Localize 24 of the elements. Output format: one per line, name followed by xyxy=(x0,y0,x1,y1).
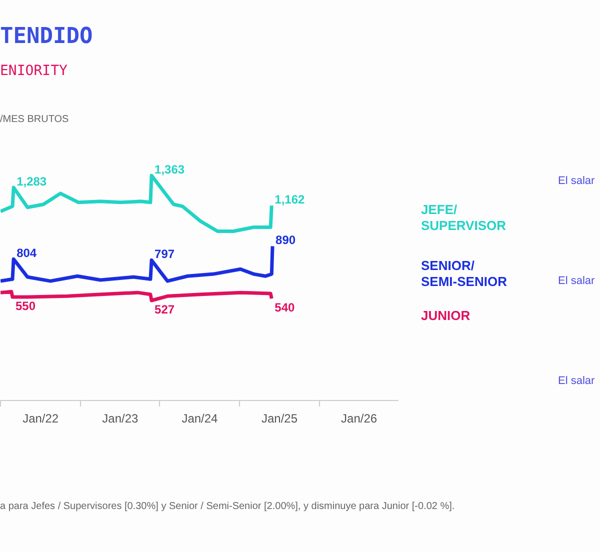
chart-subtitle: ENIORITY xyxy=(0,63,68,79)
text: El salar xyxy=(558,375,595,387)
data-label: 527 xyxy=(154,302,175,316)
text: El salar xyxy=(558,175,595,187)
text: JUNIOR xyxy=(421,308,470,323)
text: /MES BRUTOS xyxy=(0,114,69,125)
x-tick-label: Jan/23 xyxy=(102,412,138,426)
data-label: 540 xyxy=(274,300,295,315)
data-label: 797 xyxy=(154,247,175,262)
text: a para Jefes / Supervisores [0.30%] y Senior / Semi-Senior [2.00%], y disminuye para Junior [-0.02 %]. xyxy=(0,501,455,512)
data-label: 1,363 xyxy=(154,162,185,176)
text: JEFE/ SUPERVISOR xyxy=(421,202,506,233)
text: El salar xyxy=(558,275,595,287)
x-tick-label: Jan/25 xyxy=(261,412,298,426)
chart-title: TENDIDO xyxy=(0,24,93,49)
x-tick-label: Jan/22 xyxy=(22,412,59,426)
data-label: 1,283 xyxy=(16,174,47,188)
data-label: 890 xyxy=(276,233,296,248)
data-label: 550 xyxy=(15,299,36,314)
text: SENIOR/ SEMI-SENIOR xyxy=(421,258,507,289)
x-tick-label: Jan/24 xyxy=(182,412,218,426)
data-label: 804 xyxy=(16,246,37,260)
data-label: 1,162 xyxy=(274,192,305,207)
x-tick-label: Jan/26 xyxy=(341,412,378,426)
